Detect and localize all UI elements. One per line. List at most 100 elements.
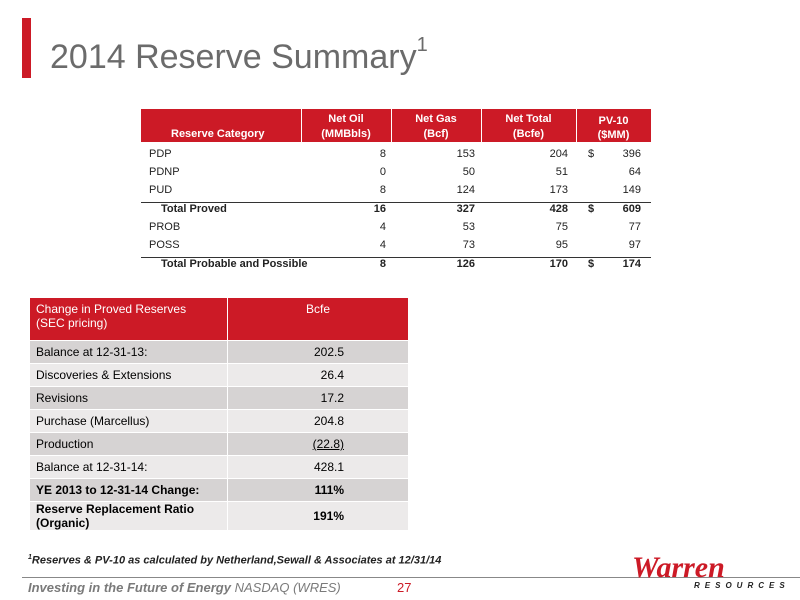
change-table-row: Balance at 12-31-13: 202.5 — [29, 340, 409, 364]
reserve-row-net-total: 51 — [555, 166, 568, 178]
reserve-row-dollar: $ — [588, 148, 595, 160]
change-table-row: Purchase (Marcellus) 204.8 — [29, 409, 409, 433]
reserve-row-net-gas: 126 — [456, 258, 475, 270]
reserve-row-net-oil: 8 — [379, 148, 386, 160]
reserve-row-net-gas: 153 — [456, 148, 475, 160]
slide-title-text: 2014 Reserve Summary — [50, 38, 417, 76]
reserve-row-label: PDNP — [149, 166, 180, 178]
reserve-row-net-oil: 8 — [379, 258, 386, 270]
reserve-row-dollar: $ — [588, 203, 595, 215]
footer-tagline: Investing in the Future of Energy — [28, 580, 231, 595]
reserve-row-pv10: 149 — [622, 184, 641, 196]
header-net-oil: Net Oil — [328, 113, 364, 125]
header-title-line1: Change in Proved Reserves — [36, 302, 187, 316]
reserve-row-net-total: 428 — [549, 203, 568, 215]
header-divider — [391, 109, 392, 142]
change-row-value: (22.8) — [227, 432, 409, 456]
reserve-row: PDP 8 153 204 $396 — [141, 148, 651, 166]
footer-divider — [22, 577, 800, 578]
change-row-value: 202.5 — [227, 340, 409, 364]
change-row-value: 17.2 — [227, 386, 409, 410]
header-pv10: PV-10 — [598, 115, 629, 127]
reserve-row-pv10: 396 — [622, 148, 641, 160]
reserve-row-pv10: 97 — [628, 239, 641, 251]
reserve-row: PDNP 0 50 51 64 — [141, 166, 651, 184]
change-row-label: Purchase (Marcellus) — [29, 409, 228, 433]
change-table-header-title: Change in Proved Reserves (SEC pricing) — [29, 297, 228, 341]
change-table-row: Revisions 17.2 — [29, 386, 409, 410]
change-row-label: Discoveries & Extensions — [29, 363, 228, 387]
change-table-row: Reserve Replacement Ratio (Organic) 191% — [29, 501, 409, 531]
footnote-text: Reserves & PV-10 as calculated by Nether… — [31, 554, 442, 567]
title-accent-bar — [22, 18, 31, 78]
header-net-gas-unit: (Bcf) — [423, 128, 449, 140]
change-row-label: Production — [29, 432, 228, 456]
reserve-row-label: Total Probable and Possible — [161, 258, 308, 270]
reserve-row-net-oil: 4 — [379, 221, 386, 233]
change-row-value: 111% — [227, 478, 409, 502]
logo-wordmark: Warren — [632, 551, 725, 584]
reserve-row-net-oil: 16 — [373, 203, 386, 215]
reserve-row-pv10: 174 — [622, 258, 641, 270]
page-number: 27 — [397, 580, 412, 595]
header-reserve-category: Reserve Category — [171, 128, 265, 140]
header-divider — [481, 109, 482, 142]
change-table-row: Production (22.8) — [29, 432, 409, 456]
change-row-label: Balance at 12-31-14: — [29, 455, 228, 479]
reserve-row: PROB 4 53 75 77 — [141, 221, 651, 239]
reserve-row-net-gas: 50 — [462, 166, 475, 178]
title-footnote-marker: 1 — [416, 34, 428, 56]
reserve-row-label: PDP — [149, 148, 172, 160]
header-divider — [301, 109, 302, 142]
reserve-row: Total Proved 16 327 428 $609 — [141, 202, 651, 221]
reserve-row-label: PUD — [149, 184, 173, 196]
logo-subtitle: RESOURCES — [694, 581, 790, 590]
header-divider — [576, 109, 577, 142]
reserve-row-net-gas: 327 — [456, 203, 475, 215]
header-title-line2: (SEC pricing) — [36, 316, 108, 330]
reserve-row-net-oil: 0 — [379, 166, 386, 178]
reserve-row-pv10: 77 — [628, 221, 641, 233]
reserve-row-net-total: 173 — [549, 184, 568, 196]
change-row-value: 204.8 — [227, 409, 409, 433]
reserve-table-header: Reserve Category Net Oil (MMBbls) Net Ga… — [141, 109, 651, 142]
reserve-row-net-oil: 8 — [379, 184, 386, 196]
reserve-row: PUD 8 124 173 149 — [141, 184, 651, 202]
warren-logo: Warren RESOURCES — [632, 551, 785, 591]
header-net-total: Net Total — [505, 113, 552, 125]
change-table-header: Change in Proved Reserves (SEC pricing) B… — [29, 297, 409, 341]
change-row-value: 26.4 — [227, 363, 409, 387]
proved-reserves-change-table: Change in Proved Reserves (SEC pricing) B… — [29, 297, 409, 531]
reserve-table-body: PDP 8 153 204 $396 PDNP 0 50 51 64 PUD 8 124 173 149 To… — [141, 148, 651, 276]
reserve-table: Reserve Category Net Oil (MMBbls) Net Ga… — [141, 109, 651, 276]
change-row-label: Reserve Replacement Ratio (Organic) — [29, 501, 228, 531]
reserve-row-label: POSS — [149, 239, 180, 251]
reserve-row-net-gas: 73 — [462, 239, 475, 251]
change-row-label: YE 2013 to 12-31-14 Change: — [29, 478, 228, 502]
reserve-row-net-oil: 4 — [379, 239, 386, 251]
change-table-row: Balance at 12-31-14: 428.1 — [29, 455, 409, 479]
change-table-row: Discoveries & Extensions 26.4 — [29, 363, 409, 387]
slide-title: 2014 Reserve Summary1 — [50, 34, 428, 77]
header-net-gas: Net Gas — [415, 113, 457, 125]
change-table-row: YE 2013 to 12-31-14 Change: 111% — [29, 478, 409, 502]
reserve-row-net-gas: 53 — [462, 221, 475, 233]
header-pv10-unit: ($MM) — [597, 129, 630, 141]
reserve-row-pv10: 64 — [628, 166, 641, 178]
reserve-row-net-total: 95 — [555, 239, 568, 251]
change-row-value: 191% — [227, 501, 409, 531]
reserve-row-label: Total Proved — [161, 203, 227, 215]
reserve-row-net-total: 204 — [549, 148, 568, 160]
reserve-row-net-total: 170 — [549, 258, 568, 270]
reserve-row-net-total: 75 — [555, 221, 568, 233]
footer: Investing in the Future of Energy NASDAQ… — [28, 580, 341, 595]
reserve-row-pv10: 609 — [622, 203, 641, 215]
reserve-row-dollar: $ — [588, 258, 595, 270]
reserve-row-net-gas: 124 — [456, 184, 475, 196]
change-row-label: Balance at 12-31-13: — [29, 340, 228, 364]
header-net-oil-unit: (MMBbls) — [321, 128, 371, 140]
footnote: 1Reserves & PV-10 as calculated by Nethe… — [28, 554, 441, 567]
reserve-row: Total Probable and Possible 8 126 170 $174 — [141, 257, 651, 276]
header-net-total-unit: (Bcfe) — [512, 128, 545, 140]
reserve-row: POSS 4 73 95 97 — [141, 239, 651, 257]
